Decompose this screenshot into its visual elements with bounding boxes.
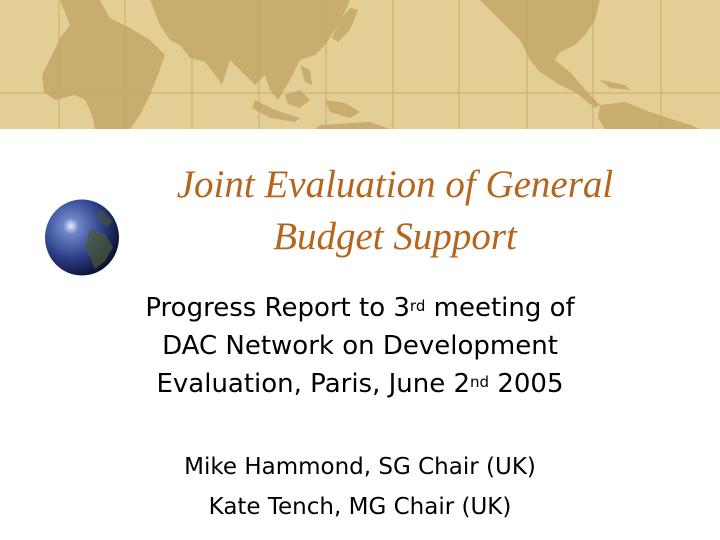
- subtitle-line-1: Progress Report to 3rd meeting of: [60, 289, 660, 327]
- world-map-banner: [0, 0, 720, 129]
- superscript: rd: [409, 297, 426, 315]
- author-1: Mike Hammond, SG Chair (UK): [184, 454, 536, 480]
- subtitle-text: Progress Report to 3: [145, 293, 410, 323]
- slide-title-line-1: Joint Evaluation of General: [176, 163, 614, 206]
- subtitle-text: 2005: [489, 369, 564, 399]
- author-2: Kate Tench, MG Chair (UK): [208, 494, 512, 520]
- globe-icon: [45, 199, 119, 276]
- superscript: nd: [470, 373, 490, 391]
- subtitle-text: meeting of: [425, 293, 575, 323]
- subtitle-line-2: DAC Network on Development: [162, 331, 558, 361]
- slide-title-line-2: Budget Support: [273, 215, 517, 258]
- subtitle-text: Evaluation, Paris, June 2: [156, 369, 471, 399]
- subtitle-line-3: Evaluation, Paris, June 2nd 2005: [60, 365, 660, 403]
